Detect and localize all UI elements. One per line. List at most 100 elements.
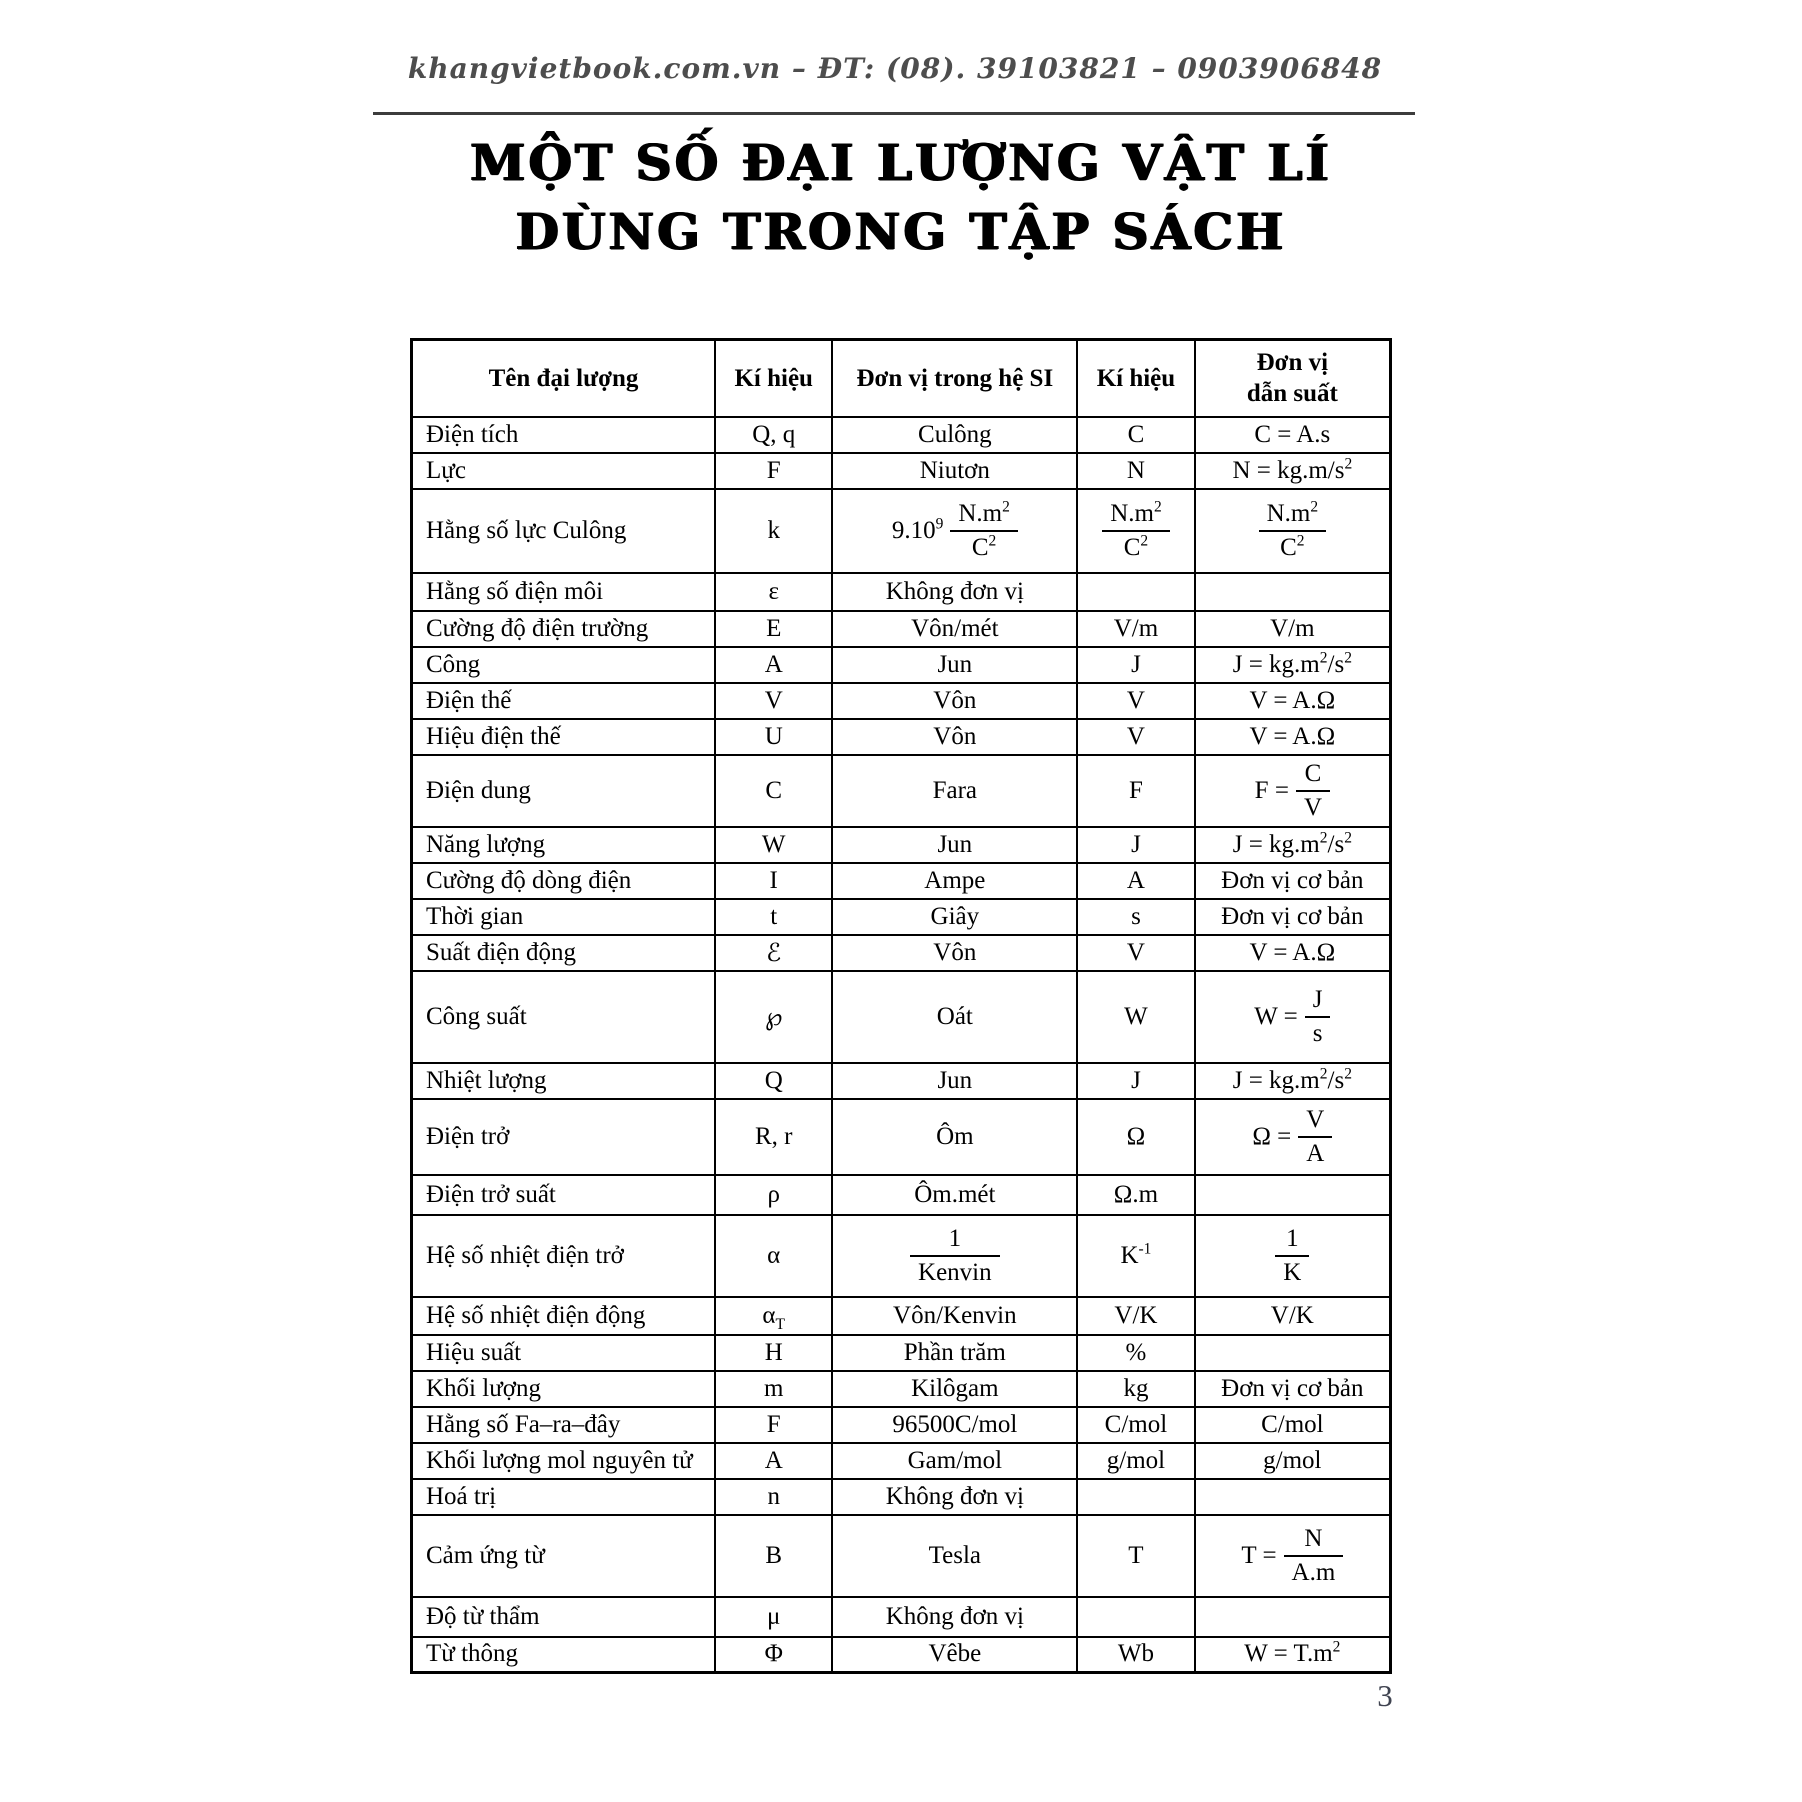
table-cell-derived: Đơn vị cơ bản	[1193, 861, 1392, 900]
column-header: Kí hiệu	[1076, 338, 1196, 418]
table-row: Nhiệt lượng Q Jun J J = kg.m2/s2	[410, 1061, 1392, 1100]
table-cell-name: Điện tích	[410, 415, 716, 454]
table-cell-symbol: A	[713, 645, 834, 684]
table-cell-si_symbol: J	[1076, 645, 1196, 684]
table-row: Hằng số điện môi ε Không đơn vị	[410, 571, 1392, 612]
table-row: Công A Jun J J = kg.m2/s2	[410, 645, 1392, 684]
table-cell-si: 96500C/mol	[831, 1405, 1079, 1444]
table-header-row: Tên đại lượng Kí hiệu Đơn vị trong hệ SI Kí…	[410, 338, 1392, 418]
table-cell-name: Hằng số điện môi	[410, 571, 716, 612]
table-row: Hoá trị n Không đơn vị	[410, 1477, 1392, 1516]
fraction-prefix: W =	[1254, 1002, 1298, 1030]
table-cell-symbol: H	[713, 1333, 834, 1372]
table-cell-si: Vôn/Kenvin	[831, 1295, 1079, 1336]
table-row: Cường độ dòng điện I Ampe A Đơn vị cơ bản	[410, 861, 1392, 900]
table-row: Cường độ điện trường E Vôn/mét V/m V/m	[410, 609, 1392, 648]
table-cell-derived: W = T.m2	[1193, 1635, 1392, 1674]
table-cell-derived: N.m2 C2	[1193, 487, 1392, 574]
table-cell-si_symbol: A	[1076, 861, 1196, 900]
table-cell-derived	[1193, 1477, 1392, 1516]
page-title: MỘT SỐ ĐẠI LƯỢNG VẬT LÍ DÙNG TRONG TẬP S…	[0, 128, 1802, 266]
table-row: Cảm ứng từ B Tesla T T = N A.m	[410, 1513, 1392, 1598]
table-row: Khối lượng mol nguyên tử A Gam/mol g/mol g/m…	[410, 1441, 1392, 1480]
table-cell-symbol: α	[713, 1213, 834, 1298]
table-cell-symbol: A	[713, 1441, 834, 1480]
table-cell-symbol: μ	[713, 1595, 834, 1638]
table-cell-derived: V/m	[1193, 609, 1392, 648]
table-cell-si_symbol: T	[1076, 1513, 1196, 1598]
table-cell-derived: V = A.Ω	[1193, 681, 1392, 720]
table-cell-si_symbol: N.m2 C2	[1076, 487, 1196, 574]
table-cell-symbol: ρ	[713, 1173, 834, 1216]
table-cell-si_symbol	[1076, 571, 1196, 612]
table-row: Thời gian t Giây s Đơn vị cơ bản	[410, 897, 1392, 936]
table-cell-symbol: R, r	[713, 1097, 834, 1176]
table-row: Khối lượng m Kilôgam kg Đơn vị cơ bản	[410, 1369, 1392, 1408]
table-cell-derived: J = kg.m2/s2	[1193, 645, 1392, 684]
table-cell-si: Ôm.mét	[831, 1173, 1079, 1216]
table-cell-name: Hiệu suất	[410, 1333, 716, 1372]
table-cell-name: Từ thông	[410, 1635, 716, 1674]
table-cell-name: Cường độ dòng điện	[410, 861, 716, 900]
table-cell-name: Khối lượng	[410, 1369, 716, 1408]
table-cell-derived	[1193, 571, 1392, 612]
table-cell-si: Vêbe	[831, 1635, 1079, 1674]
table-header: Tên đại lượng Kí hiệu Đơn vị trong hệ SI Kí…	[410, 338, 1392, 418]
table-cell-symbol: I	[713, 861, 834, 900]
table-cell-name: Công	[410, 645, 716, 684]
table-cell-symbol: ℘	[713, 969, 834, 1064]
table-cell-si: Giây	[831, 897, 1079, 936]
table-row: Hiệu suất H Phần trăm%	[410, 1333, 1392, 1372]
table-cell-name: Điện trở	[410, 1097, 716, 1176]
table-cell-si: Không đơn vị	[831, 571, 1079, 612]
table-cell-si_symbol: s	[1076, 897, 1196, 936]
table-cell-symbol: F	[713, 1405, 834, 1444]
table-cell-si_symbol: J	[1076, 825, 1196, 864]
table-cell-si: Ampe	[831, 861, 1079, 900]
table-cell-si: Oát	[831, 969, 1079, 1064]
masthead-text: khangvietbook.com.vn – ĐT: (08). 3910382…	[407, 52, 1383, 85]
page-title-line2: DÙNG TRONG TẬP SÁCH	[515, 202, 1287, 261]
table-cell-derived: Ω = V A	[1193, 1097, 1392, 1176]
table-row: Lực F Niutơn N N = kg.m/s2	[410, 451, 1392, 490]
table-cell-si: Vôn/mét	[831, 609, 1079, 648]
table-cell-derived: V/K	[1193, 1295, 1392, 1336]
table-cell-name: Hệ số nhiệt điện động	[410, 1295, 716, 1336]
table-cell-name: Nhiệt lượng	[410, 1061, 716, 1100]
column-header: Tên đại lượng	[410, 338, 716, 418]
table-cell-name: Độ từ thẩm	[410, 1595, 716, 1638]
table-cell-derived: g/mol	[1193, 1441, 1392, 1480]
table-cell-si_symbol: F	[1076, 753, 1196, 828]
table-cell-si_symbol: g/mol	[1076, 1441, 1196, 1480]
table-cell-derived: V = A.Ω	[1193, 717, 1392, 756]
table-cell-si: Không đơn vị	[831, 1477, 1079, 1516]
table-cell-symbol: E	[713, 609, 834, 648]
table-row: Điện trở R, r Ôm Ω Ω = V A	[410, 1097, 1392, 1176]
table-cell-symbol: m	[713, 1369, 834, 1408]
table-cell-symbol: ε	[713, 571, 834, 612]
table-cell-name: Năng lượng	[410, 825, 716, 864]
table-row: Điện tích Q, q Culông C C = A.s	[410, 415, 1392, 454]
table-cell-si: Tesla	[831, 1513, 1079, 1598]
table-cell-name: Hệ số nhiệt điện trở	[410, 1213, 716, 1298]
table-cell-symbol: αT	[713, 1295, 834, 1336]
table-cell-si_symbol: C/mol	[1076, 1405, 1196, 1444]
fraction-prefix: Ω =	[1252, 1122, 1292, 1150]
table-row: Hệ số nhiệt điện trở α 1 Kenvin K-1 1 K	[410, 1213, 1392, 1298]
table-cell-si_symbol: Ω	[1076, 1097, 1196, 1176]
table-cell-symbol: k	[713, 487, 834, 574]
fraction: N.m2 C2	[950, 499, 1018, 563]
table-cell-derived: Đơn vị cơ bản	[1193, 897, 1392, 936]
table-cell-derived: C = A.s	[1193, 415, 1392, 454]
table-cell-si_symbol: V/m	[1076, 609, 1196, 648]
table-cell-derived: V = A.Ω	[1193, 933, 1392, 972]
table-row: Điện dung C Fara F F = C V	[410, 753, 1392, 828]
table-row: Hằng số lực Culông k 9.109 N.m2 C2 N.m2 C2 N.m2…	[410, 487, 1392, 574]
table-row: Hằng số Fa–ra–đây F 96500C/mol C/mol C/mol	[410, 1405, 1392, 1444]
table-cell-si_symbol	[1076, 1595, 1196, 1638]
table-cell-derived	[1193, 1173, 1392, 1216]
table-cell-symbol: n	[713, 1477, 834, 1516]
